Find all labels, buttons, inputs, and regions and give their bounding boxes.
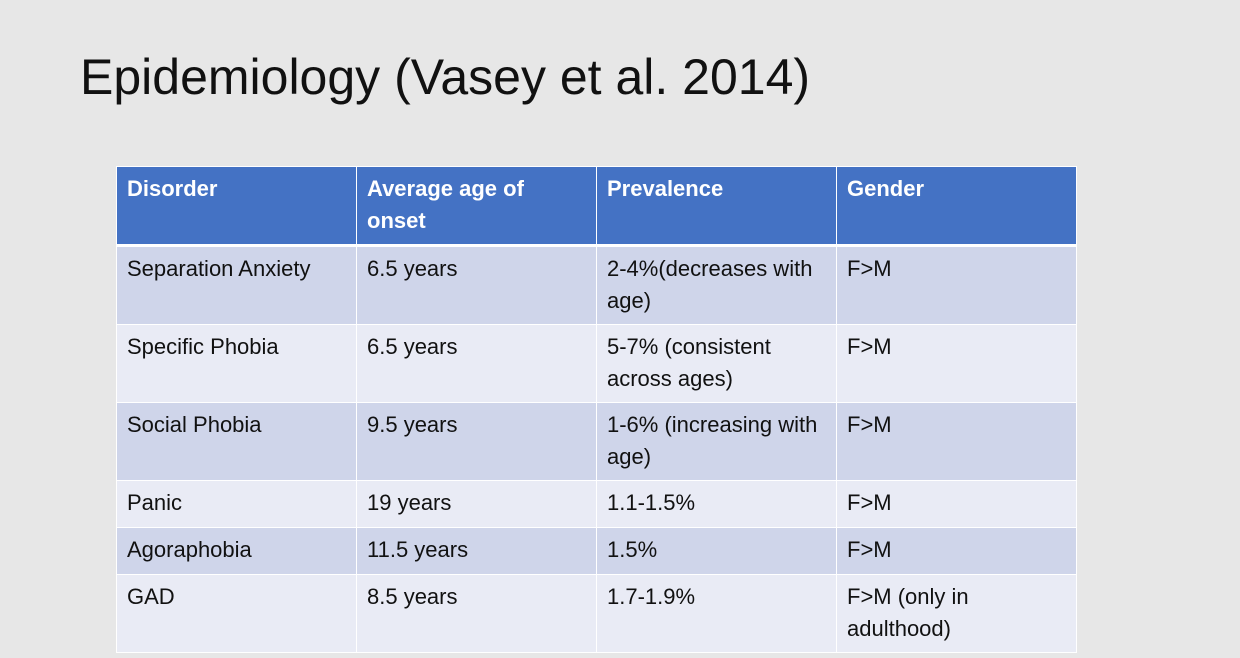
cell-prevalence: 5-7% (consistent across ages) (596, 324, 837, 403)
header-average-age-of-onset: Average age of onset (356, 166, 597, 247)
header-prevalence: Prevalence (596, 166, 837, 247)
slide-title: Epidemiology (Vasey et al. 2014) (80, 49, 811, 105)
cell-disorder: GAD (116, 574, 357, 653)
header-row: Disorder Average age of onset Prevalence… (116, 166, 1077, 247)
header-disorder: Disorder (116, 166, 357, 247)
cell-gender: F>M (836, 245, 1077, 325)
cell-onset: 11.5 years (356, 527, 597, 575)
header-gender: Gender (836, 166, 1077, 247)
cell-disorder: Separation Anxiety (116, 245, 357, 325)
cell-disorder: Panic (116, 480, 357, 528)
table-row: Agoraphobia 11.5 years 1.5% F>M (116, 527, 1077, 575)
table-row: Social Phobia 9.5 years 1-6% (increasing… (116, 402, 1077, 481)
cell-prevalence: 2-4%(decreases with age) (596, 245, 837, 325)
cell-disorder: Specific Phobia (116, 324, 357, 403)
table-header: Disorder Average age of onset Prevalence… (116, 166, 1077, 247)
cell-onset: 19 years (356, 480, 597, 528)
cell-gender: F>M (only in adulthood) (836, 574, 1077, 653)
cell-onset: 6.5 years (356, 324, 597, 403)
cell-onset: 6.5 years (356, 245, 597, 325)
cell-gender: F>M (836, 480, 1077, 528)
cell-disorder: Agoraphobia (116, 527, 357, 575)
cell-gender: F>M (836, 324, 1077, 403)
cell-prevalence: 1.1-1.5% (596, 480, 837, 528)
table-row: GAD 8.5 years 1.7-1.9% F>M (only in adul… (116, 574, 1077, 653)
cell-onset: 8.5 years (356, 574, 597, 653)
cell-gender: F>M (836, 527, 1077, 575)
table-body: Separation Anxiety 6.5 years 2-4%(decrea… (116, 245, 1077, 653)
cell-disorder: Social Phobia (116, 402, 357, 481)
table-row: Separation Anxiety 6.5 years 2-4%(decrea… (116, 245, 1077, 325)
cell-prevalence: 1.7-1.9% (596, 574, 837, 653)
epidemiology-table: Disorder Average age of onset Prevalence… (116, 166, 1077, 653)
cell-prevalence: 1-6% (increasing with age) (596, 402, 837, 481)
cell-gender: F>M (836, 402, 1077, 481)
table-row: Panic 19 years 1.1-1.5% F>M (116, 480, 1077, 528)
cell-prevalence: 1.5% (596, 527, 837, 575)
table-row: Specific Phobia 6.5 years 5-7% (consiste… (116, 324, 1077, 403)
cell-onset: 9.5 years (356, 402, 597, 481)
